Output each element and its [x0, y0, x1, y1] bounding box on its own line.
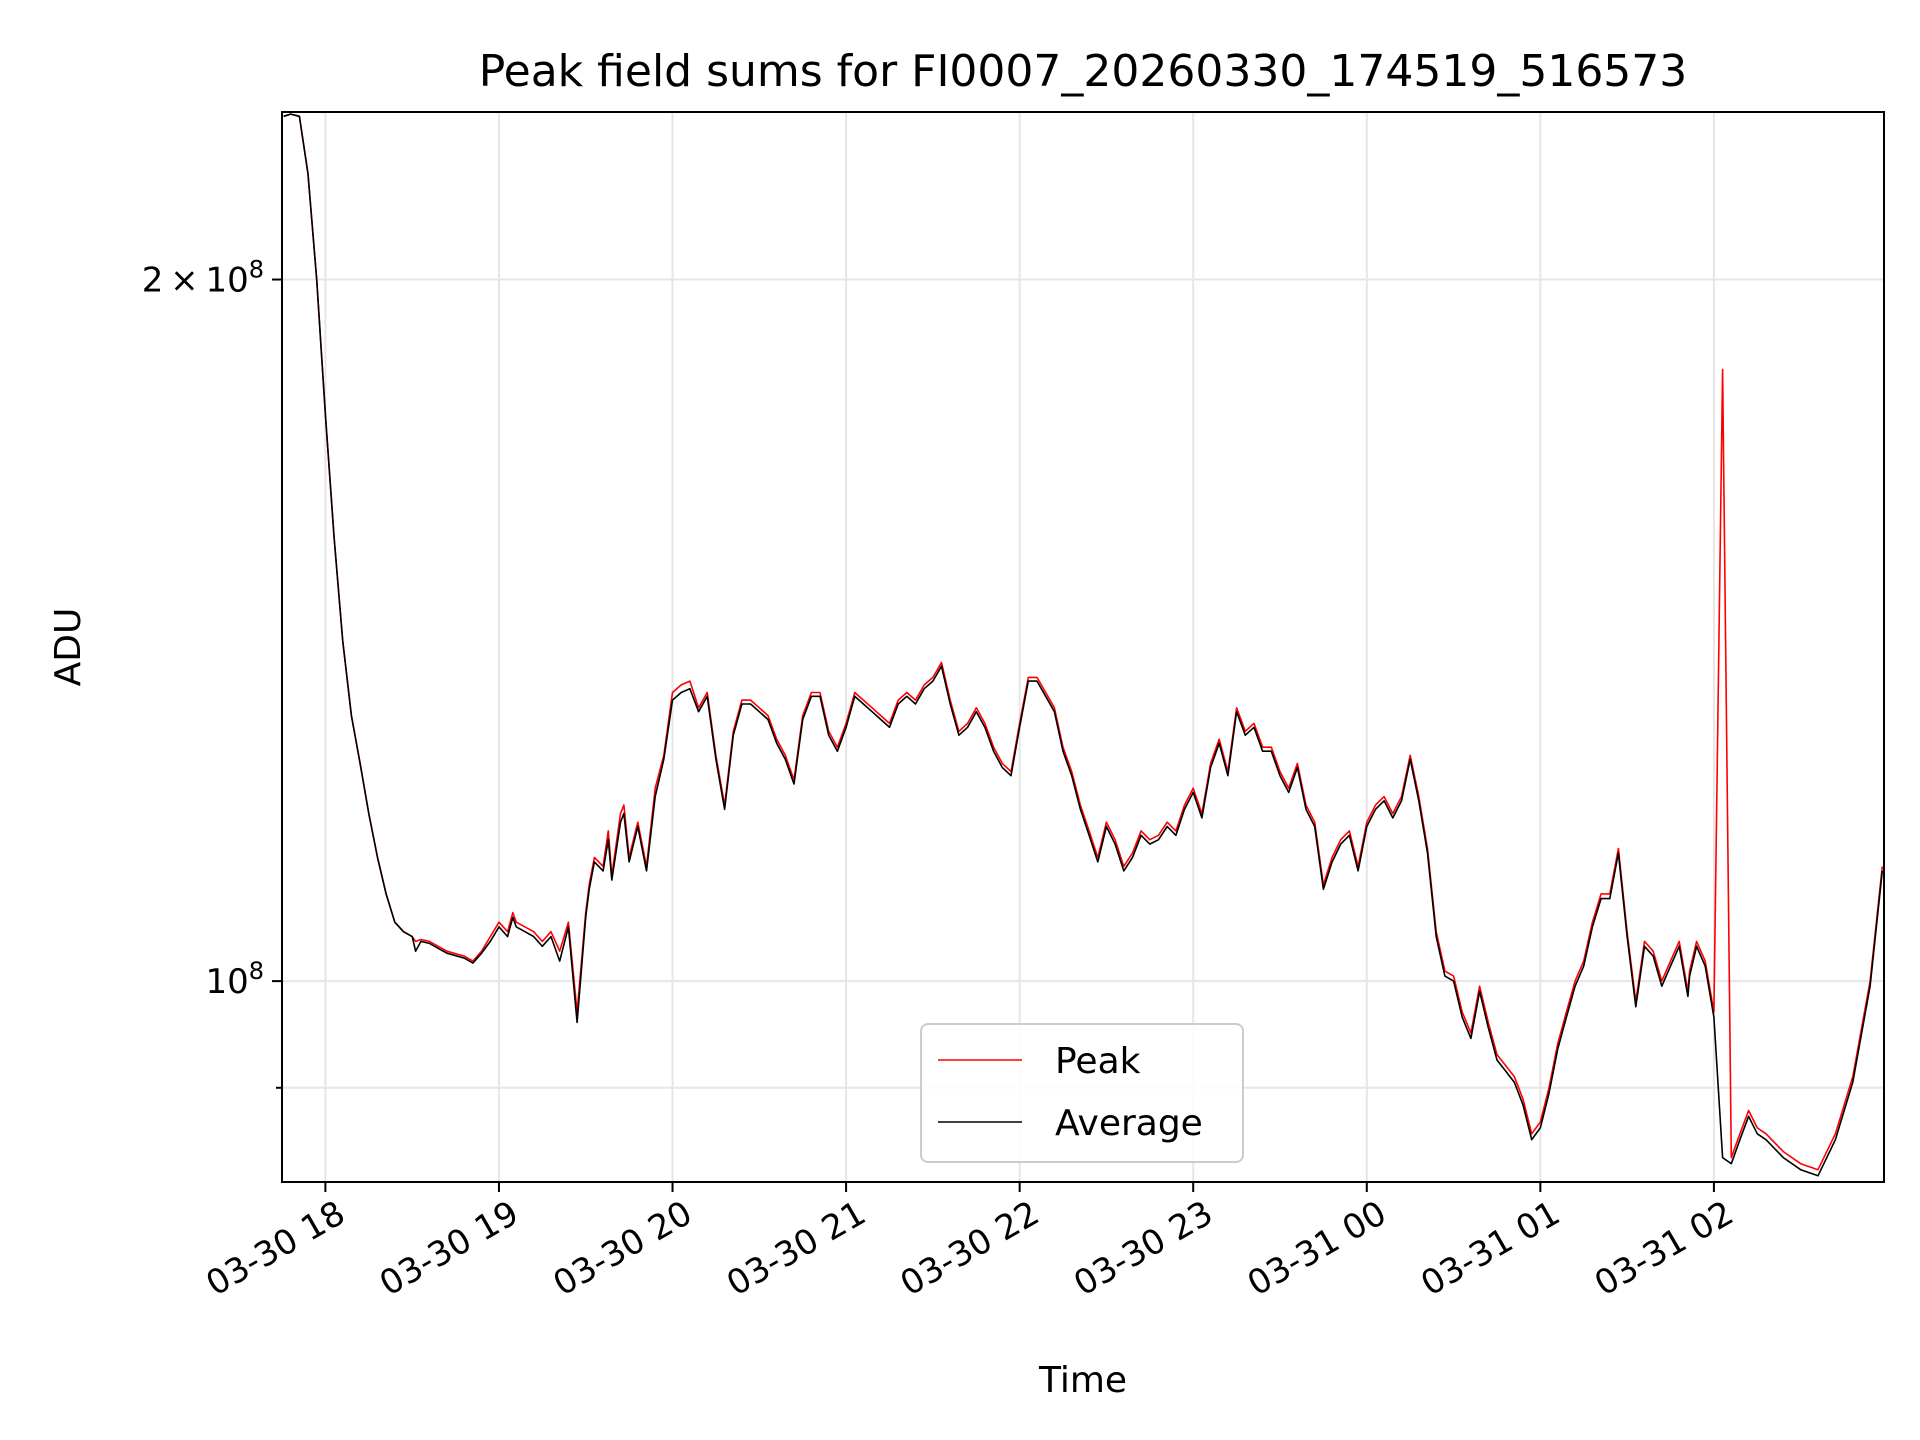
plot-area	[283, 113, 1884, 1177]
legend-label-average: Average	[1055, 1103, 1203, 1144]
series-line-peak	[283, 113, 1884, 1171]
legend-box	[920, 1023, 1244, 1163]
legend: Peak Average	[920, 1023, 1244, 1163]
chart-title: Peak field sums for FI0007_20260330_1745…	[479, 46, 1688, 97]
legend-label-peak: Peak	[1055, 1041, 1141, 1082]
y-axis-label: ADU	[48, 608, 89, 687]
series-line-average	[283, 113, 1884, 1177]
y-tick-label: 108	[205, 957, 264, 1002]
axes-frame	[281, 111, 1885, 1183]
grid-lines	[282, 112, 1884, 1182]
y-axis-ticks: 108 2 × 108	[142, 256, 282, 1089]
x-axis-label: Time	[1038, 1360, 1127, 1401]
y-tick-label: 2 × 108	[142, 256, 264, 301]
